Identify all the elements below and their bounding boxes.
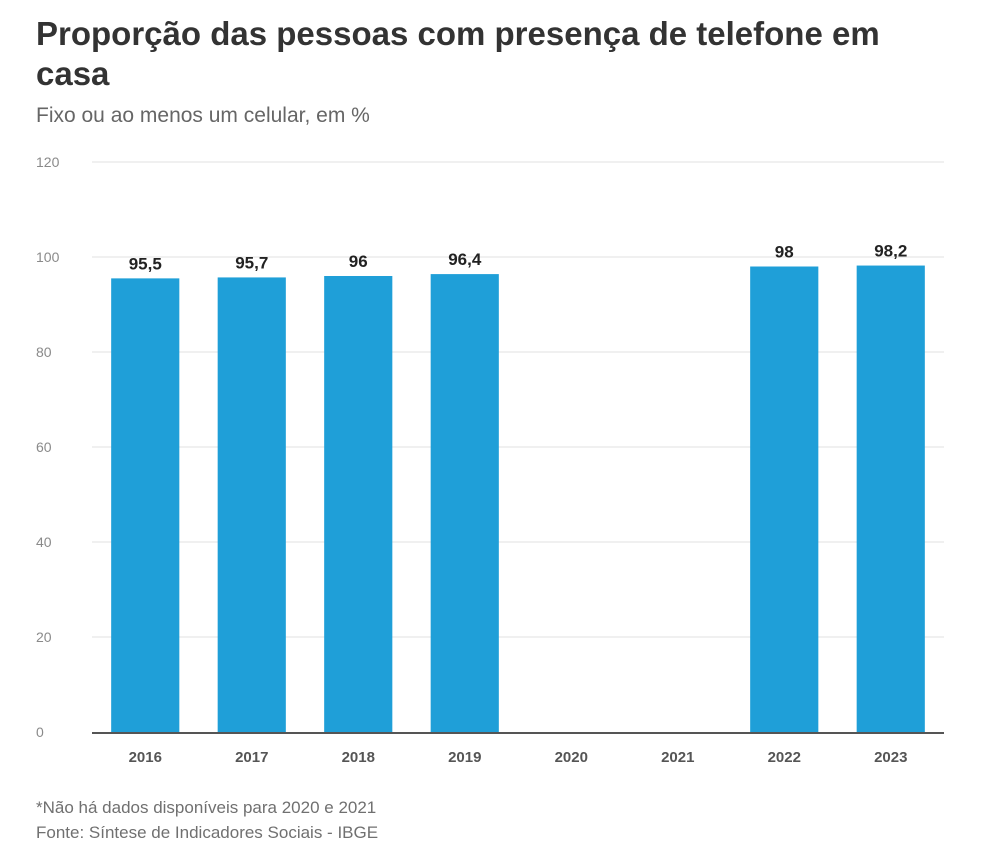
y-tick-label: 100 — [36, 249, 60, 265]
y-tick-label: 120 — [36, 154, 60, 170]
bar — [750, 266, 819, 732]
data-label: 95,7 — [235, 253, 268, 272]
y-tick-label: 0 — [36, 724, 44, 740]
chart-notes: *Não há dados disponíveis para 2020 e 20… — [36, 795, 378, 845]
x-tick-label: 2019 — [448, 749, 481, 766]
x-tick-label: 2022 — [768, 749, 801, 766]
bar — [111, 278, 180, 732]
bar — [430, 274, 499, 732]
y-tick-label: 20 — [36, 629, 52, 645]
y-tick-label: 80 — [36, 344, 52, 360]
x-tick-label: 2023 — [874, 749, 907, 766]
y-tick-label: 60 — [36, 439, 52, 455]
chart-title: Proporção das pessoas com presença de te… — [36, 15, 880, 92]
bar — [217, 277, 286, 732]
x-tick-label: 2017 — [235, 749, 268, 766]
data-label: 98,2 — [874, 242, 907, 261]
data-label: 96,4 — [448, 250, 482, 269]
data-label: 98 — [775, 243, 794, 262]
data-label: 96 — [349, 252, 368, 271]
bar-chart: 0 20 40 60 80 100 120 95,5 2016 95,7 2017 96 2018 96,… — [36, 154, 944, 766]
x-tick-label: 2021 — [661, 749, 694, 766]
x-tick-label: 2020 — [555, 749, 588, 766]
y-tick-label: 40 — [36, 534, 52, 550]
x-tick-label: 2016 — [129, 749, 162, 766]
footnote: *Não há dados disponíveis para 2020 e 20… — [36, 798, 377, 817]
x-tick-label: 2018 — [342, 749, 375, 766]
source-note: Fonte: Síntese de Indicadores Sociais - … — [36, 823, 379, 842]
data-label: 95,5 — [129, 254, 162, 273]
chart-subtitle: Fixo ou ao menos um celular, em % — [36, 104, 370, 127]
bar — [856, 265, 925, 732]
bar — [324, 276, 393, 732]
